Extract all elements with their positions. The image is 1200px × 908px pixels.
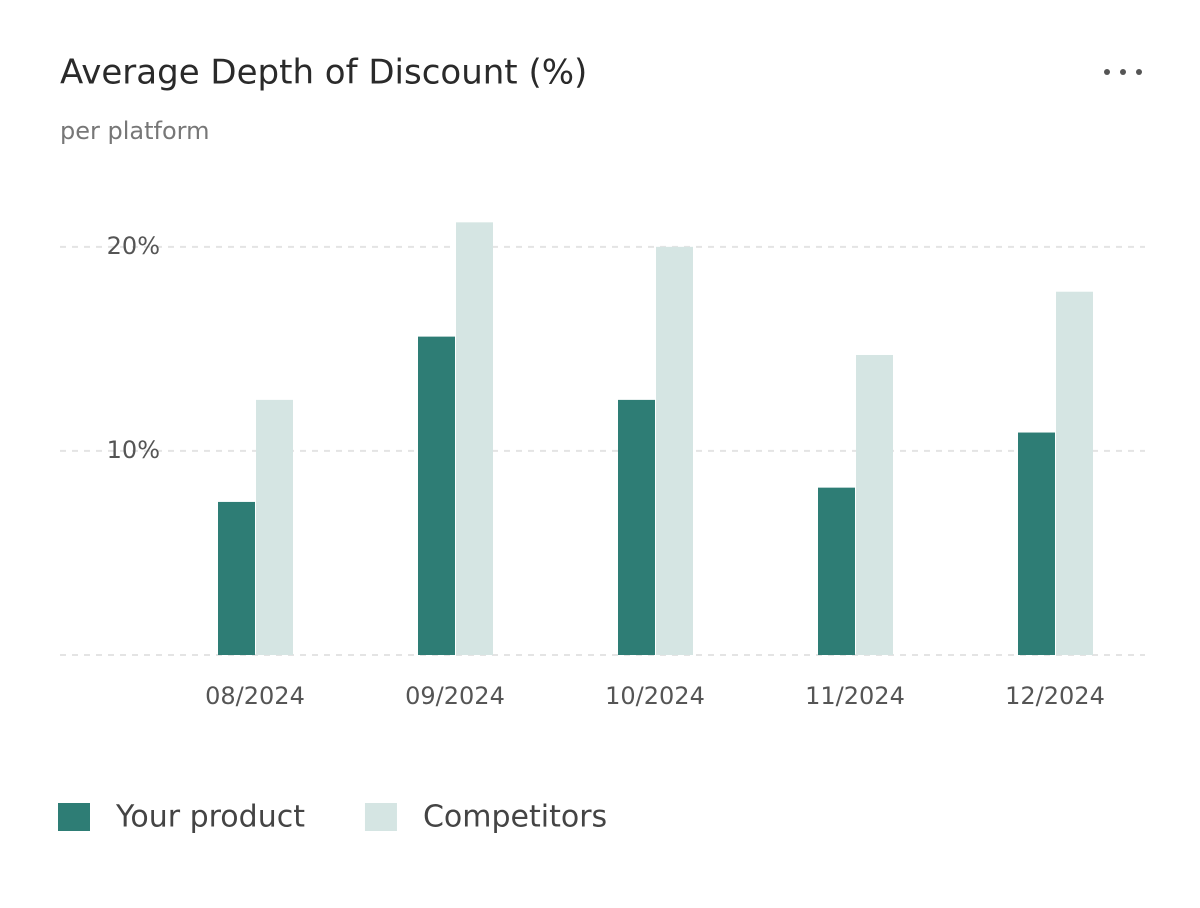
bar [256, 399, 293, 655]
x-tick-label: 12/2024 [1005, 682, 1105, 710]
x-tick-label: 08/2024 [205, 682, 305, 710]
bar [818, 487, 855, 655]
menu-dot [1104, 69, 1110, 75]
x-tick-label: 11/2024 [805, 682, 905, 710]
bar [856, 354, 893, 655]
bar [1056, 291, 1093, 655]
bar [618, 399, 655, 655]
y-tick-label: 20% [107, 232, 160, 260]
x-tick-label: 10/2024 [605, 682, 705, 710]
menu-dot [1120, 69, 1126, 75]
bar [656, 246, 693, 655]
bar [456, 222, 493, 655]
bar [1018, 432, 1055, 655]
legend-swatch [58, 803, 90, 831]
bar [418, 336, 455, 655]
bar [218, 501, 255, 655]
more-menu[interactable] [1104, 69, 1142, 75]
legend-swatch [364, 803, 397, 831]
chart-title: Average Depth of Discount (%) [60, 53, 587, 93]
y-tick-label: 10% [107, 436, 160, 464]
x-tick-label: 09/2024 [405, 682, 505, 710]
chart-subtitle: per platform [60, 117, 209, 145]
legend-label: Competitors [423, 800, 607, 835]
legend-label: Your product [115, 800, 305, 835]
menu-dot [1136, 69, 1142, 75]
